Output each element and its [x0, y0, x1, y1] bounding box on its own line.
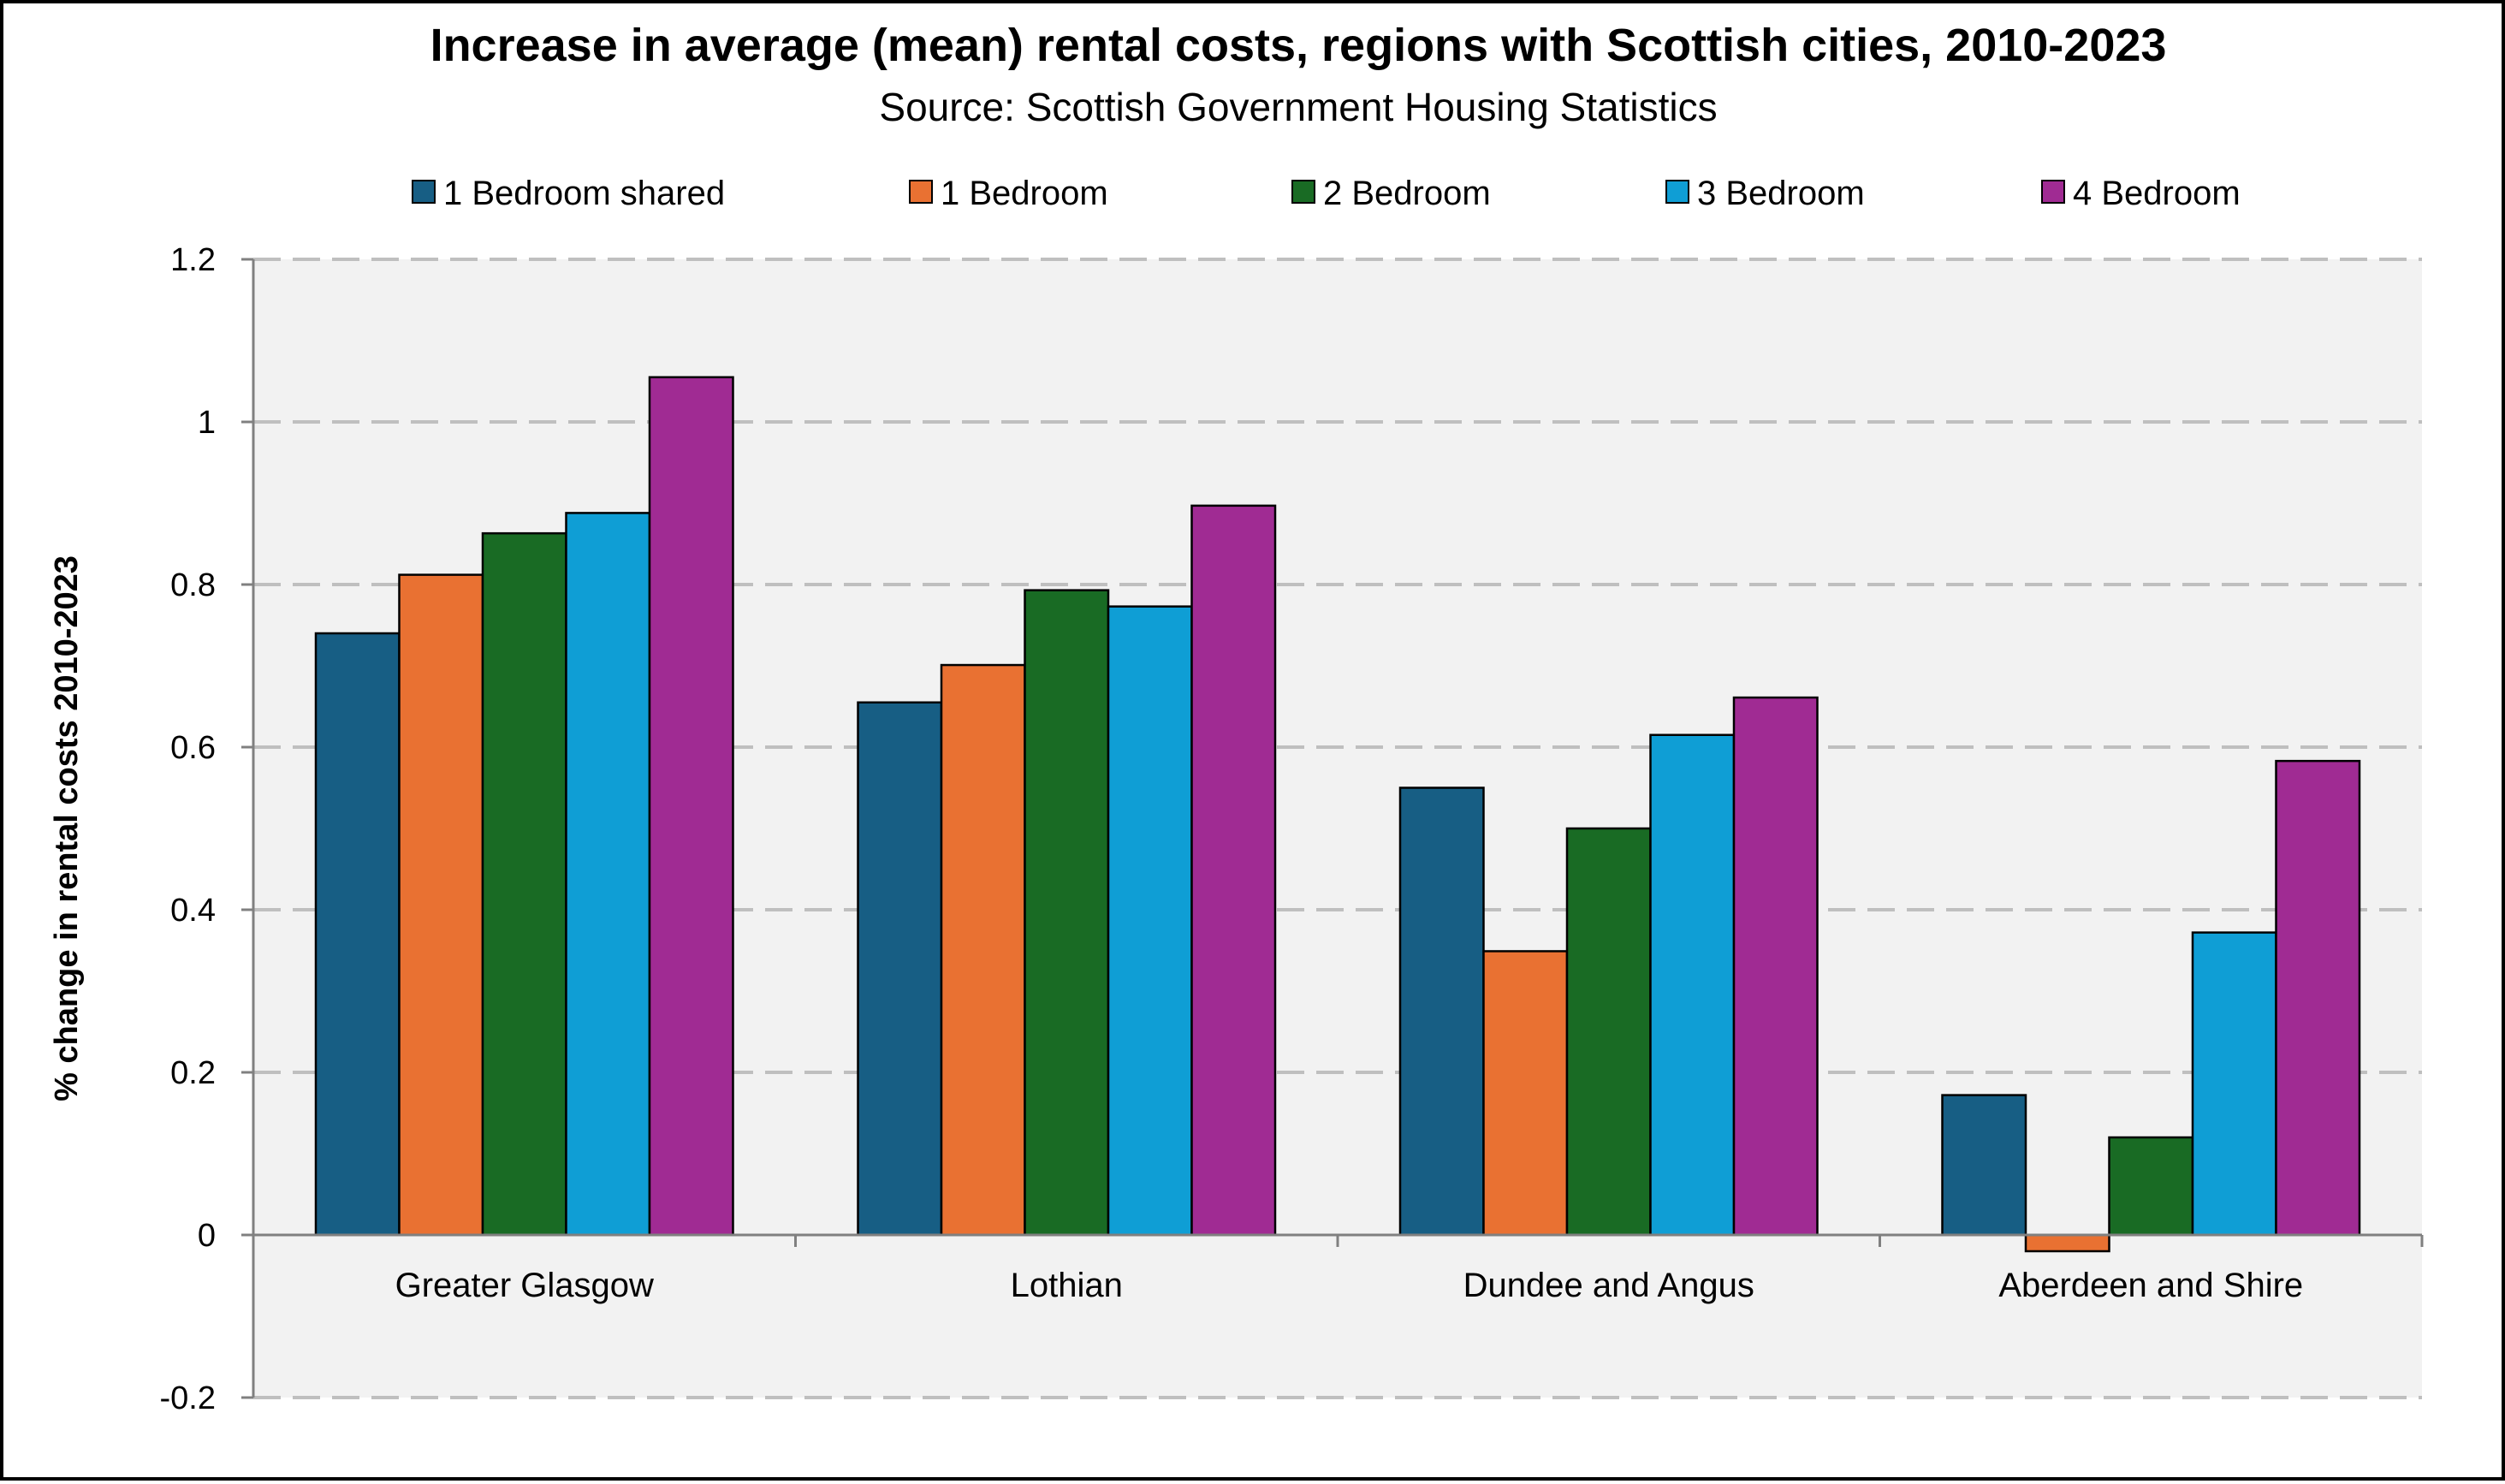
- bars: [314, 376, 2361, 1253]
- bar: [2275, 759, 2361, 1237]
- bar: [1941, 1094, 2027, 1237]
- bar: [940, 663, 1026, 1237]
- bar: [2108, 1136, 2194, 1237]
- y-tick-label: -0.2: [160, 1380, 216, 1416]
- legend-label: 1 Bedroom shared: [443, 175, 725, 212]
- legend-label: 1 Bedroom: [941, 175, 1108, 212]
- bar: [1565, 827, 1652, 1237]
- legend-swatch: [412, 180, 436, 204]
- bar: [648, 376, 734, 1237]
- legend-label: 4 Bedroom: [2073, 175, 2241, 212]
- bar: [1190, 504, 1277, 1237]
- bar: [1107, 605, 1193, 1237]
- legend-label: 3 Bedroom: [1697, 175, 1865, 212]
- legend-swatch: [1665, 180, 1689, 204]
- legend-swatch: [2041, 180, 2065, 204]
- bar: [481, 531, 567, 1237]
- y-tick-label: 1: [198, 405, 216, 441]
- chart-subtitle: Source: Scottish Government Housing Stat…: [879, 85, 1717, 129]
- bar-chart: Increase in average (mean) rental costs,…: [49, 20, 2424, 1416]
- bar: [565, 512, 651, 1237]
- bar: [2024, 1233, 2110, 1253]
- y-tick-label: 0.8: [170, 567, 216, 603]
- y-axis-label: % change in rental costs 2010-2023: [49, 555, 85, 1101]
- y-tick-label: 0.4: [170, 893, 216, 929]
- bar: [857, 701, 943, 1237]
- category-label: Greater Glasgow: [395, 1267, 654, 1304]
- legend: 1 Bedroom shared 1 Bedroom 2 Bedroom 3 Bedr…: [412, 175, 2241, 212]
- legend-swatch: [909, 180, 933, 204]
- axes: -0.2 0 0.2 0.4 0.6 0.8 1 1.2 Greater Glasgow Loth…: [160, 242, 2424, 1416]
- category-label: Dundee and Angus: [1463, 1267, 1754, 1304]
- legend-swatch: [1291, 180, 1315, 204]
- y-tick-label: 0: [198, 1218, 216, 1254]
- y-tick-label: 0.2: [170, 1055, 216, 1091]
- bar: [1482, 950, 1569, 1237]
- bar: [1649, 733, 1736, 1237]
- bar: [1732, 696, 1819, 1237]
- bar: [314, 632, 401, 1237]
- y-tick-label: 1.2: [170, 242, 216, 278]
- bar: [1024, 589, 1110, 1237]
- category-label: Lothian: [1011, 1267, 1123, 1304]
- legend-label: 2 Bedroom: [1323, 175, 1491, 212]
- y-tick-label: 0.6: [170, 730, 216, 766]
- chart-title: Increase in average (mean) rental costs,…: [430, 20, 2167, 71]
- bar: [1398, 787, 1485, 1237]
- category-label: Aberdeen and Shire: [1998, 1267, 2303, 1304]
- bar: [2191, 931, 2277, 1237]
- bar: [398, 573, 484, 1237]
